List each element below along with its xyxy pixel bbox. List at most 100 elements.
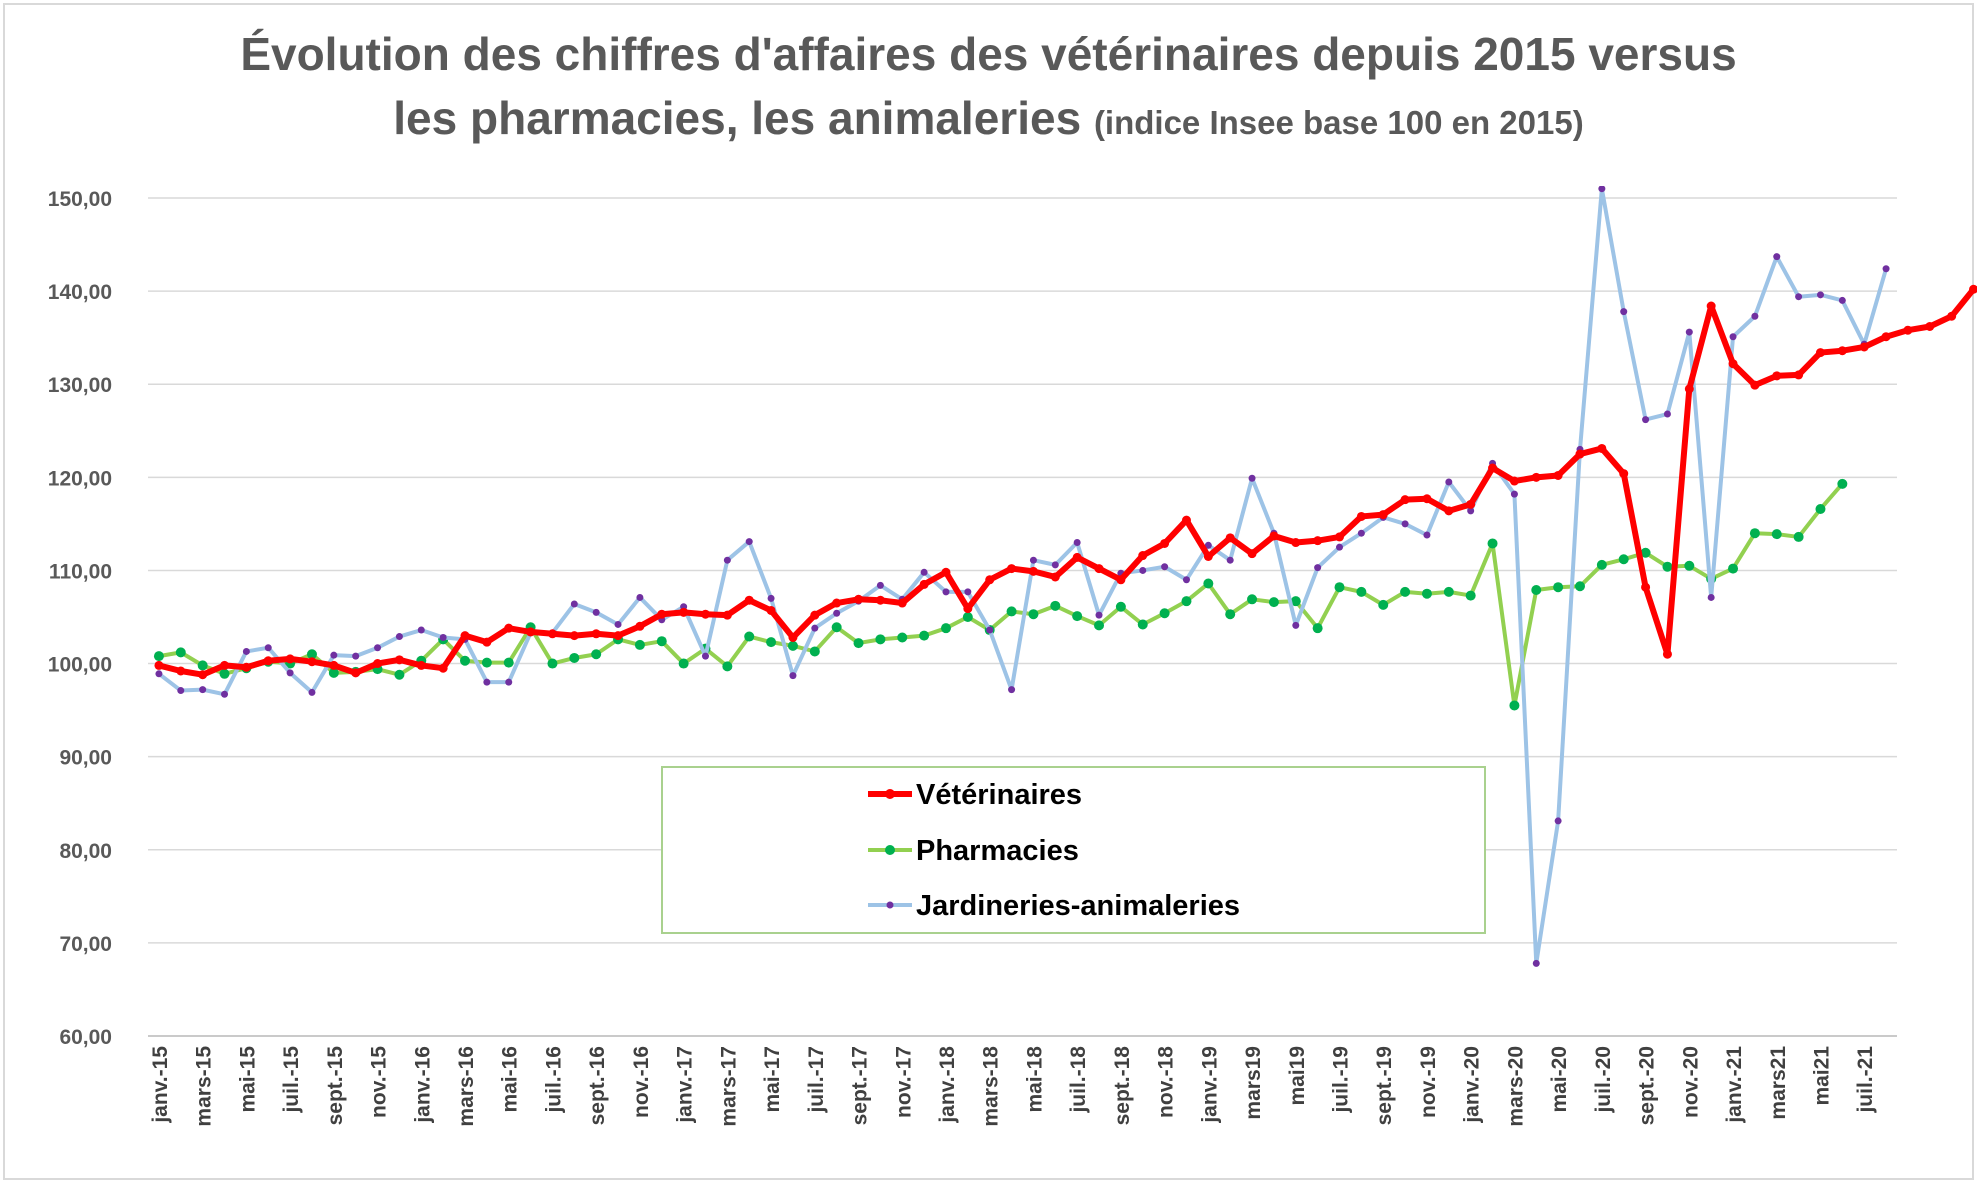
x-tick-label: mai-17 (761, 1046, 784, 1113)
data-point (220, 660, 230, 670)
data-point (1181, 515, 1191, 525)
data-point (569, 631, 579, 641)
data-point (505, 678, 513, 686)
data-point (809, 646, 820, 657)
x-tick-label: janv.-15 (149, 1046, 172, 1124)
data-point (1465, 590, 1476, 601)
data-point (373, 659, 383, 669)
y-tick-label: 90,00 (59, 747, 112, 770)
legend-label: Pharmacies (916, 835, 1079, 867)
data-point (1115, 601, 1126, 612)
y-tick-label: 140,00 (48, 281, 112, 304)
data-point (1182, 576, 1190, 584)
y-tick-label: 110,00 (49, 560, 112, 583)
y-axis-ticks: 60,00 70,00 80,00 90,00 100,00 110,00 120,00 13… (48, 188, 112, 1049)
data-point (1618, 554, 1629, 565)
data-point (744, 631, 755, 642)
chart-title-line2-wrap: les pharmacies, les animaleries (indice … (0, 86, 1977, 155)
data-point (306, 649, 317, 660)
legend-swatch-marker (886, 901, 894, 909)
data-point (1159, 608, 1170, 619)
data-point (919, 579, 929, 589)
data-point (1795, 293, 1803, 301)
legend-label: Vétérinaires (916, 779, 1082, 811)
data-point (439, 633, 447, 641)
data-point (657, 609, 667, 619)
data-point (876, 581, 884, 589)
data-point (481, 657, 492, 668)
x-tick-label: juil.-19 (1330, 1046, 1353, 1114)
data-point (832, 598, 842, 608)
data-point (438, 663, 448, 673)
data-point (1662, 561, 1673, 572)
x-tick-label: mai-15 (236, 1046, 259, 1113)
x-tick-label: juil.-18 (1067, 1046, 1090, 1114)
x-tick-label: juil.-16 (542, 1046, 565, 1114)
series-layer (153, 186, 1977, 967)
data-point (374, 644, 382, 652)
data-point (1640, 547, 1651, 558)
data-point (1751, 312, 1759, 320)
data-point (591, 649, 602, 660)
x-tick-label: juil.-15 (280, 1046, 303, 1114)
data-point (547, 658, 558, 669)
data-point (591, 629, 601, 639)
data-point (1467, 507, 1475, 515)
data-point (1707, 593, 1715, 601)
x-tick-label: juil.-21 (1854, 1046, 1877, 1114)
x-tick-label: nov.-18 (1155, 1046, 1178, 1118)
y-tick-label: 150,00 (48, 188, 112, 211)
data-point (1642, 416, 1650, 424)
series-1 (153, 478, 1848, 711)
data-point (1641, 582, 1651, 592)
data-point (1531, 584, 1542, 595)
x-tick-label: sept.-19 (1373, 1046, 1396, 1125)
data-point (1619, 469, 1629, 479)
data-point (1181, 596, 1192, 607)
data-point (810, 610, 820, 620)
data-point (1028, 566, 1038, 576)
data-point (1006, 606, 1017, 617)
data-point (1510, 490, 1518, 498)
data-point (1553, 582, 1564, 593)
x-tick-label: mars-16 (455, 1046, 478, 1127)
x-tick-label: sept.-17 (849, 1046, 872, 1125)
data-point (1137, 619, 1148, 630)
data-point (1749, 528, 1760, 539)
data-point (1247, 549, 1257, 559)
x-tick-label: mai-18 (1023, 1046, 1046, 1113)
data-point (1684, 384, 1694, 394)
data-point (789, 672, 797, 680)
data-point (416, 660, 426, 670)
series-line (158, 286, 1977, 678)
data-point (504, 623, 514, 633)
data-point (1706, 301, 1716, 311)
y-tick-label: 120,00 (48, 467, 112, 490)
data-point (854, 594, 864, 604)
x-tick-label: sept.-15 (324, 1046, 347, 1126)
data-point (722, 610, 732, 620)
data-point (635, 621, 645, 631)
legend: Vétérinaires Pharmacies Jardineries-animal… (661, 766, 1486, 934)
legend-box (661, 766, 1486, 934)
data-point (941, 567, 951, 577)
data-point (308, 688, 316, 696)
data-point (352, 652, 360, 660)
data-point (1008, 686, 1016, 694)
x-tick-label: sept.-18 (1111, 1046, 1134, 1126)
data-point (351, 668, 361, 678)
data-point (1815, 348, 1825, 358)
x-tick-label: mai19 (1286, 1046, 1309, 1106)
data-point (1662, 649, 1672, 659)
data-point (656, 636, 667, 647)
data-point (766, 637, 777, 648)
data-point (394, 669, 405, 680)
x-tick-label: sept.-20 (1636, 1046, 1659, 1125)
data-point (1925, 321, 1935, 331)
data-point (1597, 443, 1607, 453)
data-point (1903, 325, 1913, 335)
data-point (1139, 566, 1147, 574)
data-point (394, 655, 404, 665)
data-point (263, 656, 273, 666)
